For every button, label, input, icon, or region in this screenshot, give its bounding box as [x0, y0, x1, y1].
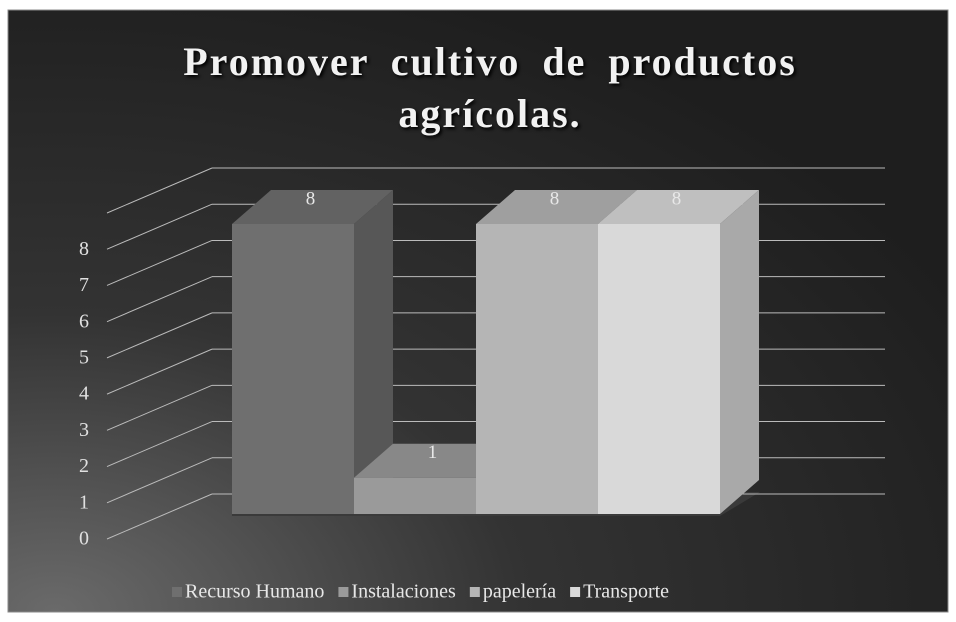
data-label: 8 [550, 188, 560, 209]
bar [476, 224, 598, 514]
bar-top [232, 190, 393, 224]
grid-line [106, 348, 213, 395]
data-label: 1 [428, 442, 438, 463]
bar-top [598, 190, 759, 224]
grid-line [106, 312, 213, 359]
legend-swatch [338, 587, 349, 597]
grid-line [106, 384, 213, 431]
y-tick-label: 6 [79, 310, 89, 332]
grid-line [106, 276, 213, 323]
grid-line [106, 457, 213, 504]
bar-top [354, 443, 515, 478]
bar-top [476, 190, 637, 224]
grid-line [106, 239, 213, 286]
y-tick-label: 0 [79, 528, 89, 550]
legend-swatch [469, 587, 480, 597]
y-tick-label: 4 [79, 383, 89, 405]
legend-label: Transporte [583, 581, 669, 603]
grid-line [106, 167, 213, 214]
bar [232, 224, 354, 514]
bar-side [720, 190, 759, 514]
y-tick-label: 7 [79, 274, 89, 296]
bar-side [354, 190, 393, 514]
bar [598, 224, 720, 514]
y-tick-label: 5 [79, 346, 89, 368]
grid-line [106, 203, 213, 250]
legend-swatch [570, 587, 581, 597]
chart-title: Promover cultivo de productos agrícolas. [183, 39, 797, 136]
data-label: 8 [672, 188, 682, 209]
grid-line [106, 493, 213, 540]
y-tick-label: 2 [79, 455, 89, 477]
y-tick-label: 1 [79, 491, 89, 513]
y-tick-label: 8 [79, 238, 89, 260]
grid-line [106, 421, 213, 468]
y-tick-label: 3 [79, 419, 89, 441]
bar [354, 477, 476, 514]
legend-label: Instalaciones [351, 581, 456, 603]
legend-swatch [172, 587, 182, 597]
legend-label: papelería [483, 581, 556, 603]
data-label: 8 [306, 188, 316, 209]
legend-label: Recurso Humano [185, 581, 324, 603]
